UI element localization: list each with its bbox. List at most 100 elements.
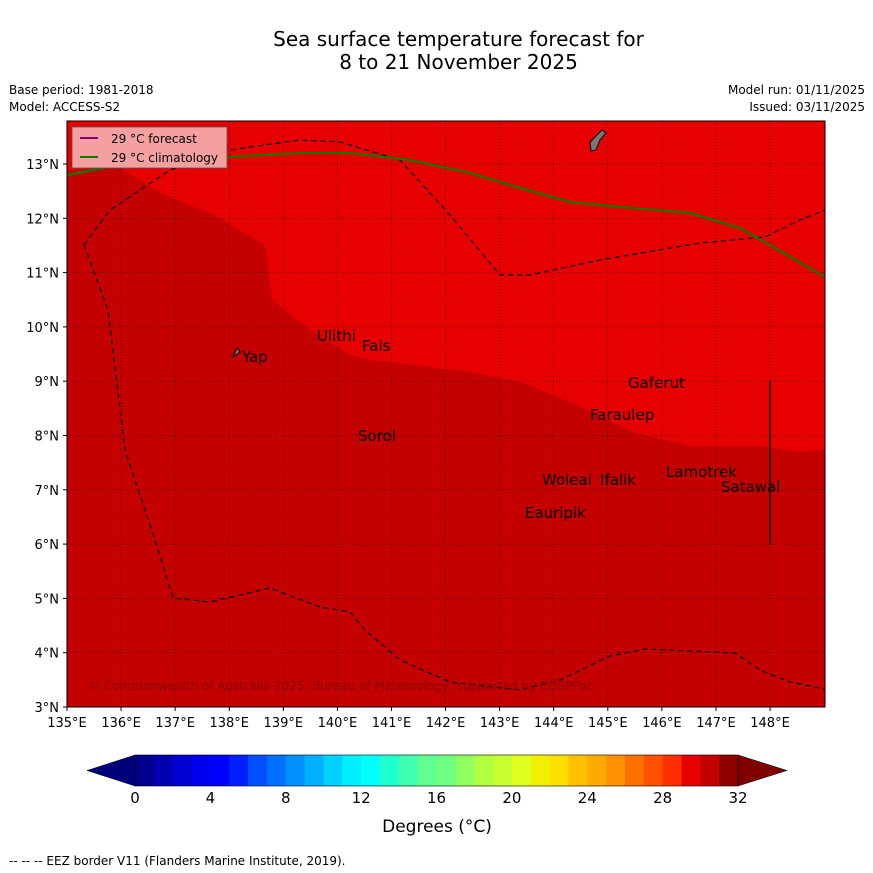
colorbar-segment [568,755,588,786]
place-label-sorol: Sorol [358,427,396,445]
colorbar-segment [266,755,287,786]
map-title: Sea surface temperature forecast for 8 t… [0,28,873,74]
colorbar-tick-label: 8 [281,789,291,807]
colorbar-tick-label: 32 [728,789,747,807]
colorbar-over-extension [737,754,788,787]
x-tick-label: 147°E [696,716,736,731]
legend-box [71,126,228,169]
map-area: © Commonwealth of Australia 2025, Bureau… [26,120,826,731]
place-label-ulithi: Ulithi [317,327,356,345]
place-label-fais: Fais [362,337,391,355]
eez-note: -- -- -- EEZ border V11 (Flanders Marine… [9,854,346,868]
y-tick-label: 9°N [35,375,60,390]
grid-lines [67,121,825,707]
colorbar-segment [700,755,720,786]
colorbar-segment [719,755,739,786]
place-label-satawal: Satawal [721,478,780,496]
colorbar-segment [248,755,268,786]
x-tick-label: 146°E [642,716,682,731]
place-label-lamotrek: Lamotrek [666,463,737,481]
colorbar-segment [606,755,626,786]
title-line-2: 8 to 21 November 2025 [339,50,578,74]
colorbar-tick-label: 4 [206,789,216,807]
y-tick-label: 7°N [35,484,60,499]
colorbar-segment [624,755,645,786]
model-name: Model: ACCESS-S2 [9,100,121,114]
guam-island-shape [589,129,607,152]
title-line-1: Sea surface temperature forecast for [273,27,644,51]
legend-climatology-label: 29 °C climatology [111,151,218,165]
yap-island-shape [231,347,241,359]
x-tick-label: 148°E [750,716,790,731]
colorbar-segment [285,755,306,786]
colorbar-segment [681,755,701,786]
colorbar-under-extension [86,754,136,787]
colorbar-segment [304,755,324,786]
x-tick-label: 139°E [264,716,304,731]
colorbar-segment [587,755,607,786]
colorbar-tick-label: 0 [130,789,140,807]
colorbar-tick-label: 28 [653,789,672,807]
y-tick-label: 8°N [35,430,60,445]
place-labels: Yap Ulithi Fais Sorol Gaferut Faraulep W… [241,327,780,522]
copyright-text: © Commonwealth of Australia 2025, Bureau… [88,679,593,693]
colorbar-segment [662,755,682,786]
place-label-gaferut: Gaferut [628,374,685,392]
legend-forecast-label: 29 °C forecast [111,132,197,146]
sst-30-31-region [67,168,825,707]
x-tick-label: 143°E [480,716,520,731]
colorbar: 0 4 8 12 16 20 24 28 32 [86,754,788,807]
x-axis-ticks: 135°E 136°E 137°E 138°E 139°E 140°E 141°E 142°E… [47,707,790,731]
colorbar-tick-label: 12 [352,789,371,807]
y-tick-label: 6°N [35,538,60,553]
x-tick-label: 142°E [426,716,466,731]
colorbar-segment [191,755,211,786]
colorbar-segment [474,755,494,786]
colorbar-segment [210,755,230,786]
colorbar-segment [530,755,551,786]
colorbar-segment [436,755,456,786]
colorbar-segment [455,755,475,786]
place-label-woleai: Woleai [542,471,592,489]
place-label-eauripik: Eauripik [525,504,586,522]
y-tick-label: 4°N [35,647,60,662]
x-tick-label: 137°E [155,716,195,731]
y-tick-label: 3°N [35,701,60,716]
colorbar-segment [361,755,381,786]
colorbar-segment [549,755,569,786]
colorbar-segment [172,755,193,786]
colorbar-segment [379,755,400,786]
colorbar-label: Degrees (°C) [382,817,492,837]
colorbar-segment [493,755,513,786]
colorbar-segment [511,755,532,786]
colorbar-segment [342,755,362,786]
issued-date: Issued: 03/11/2025 [749,100,865,114]
colorbar-segment [153,755,174,786]
y-tick-label: 12°N [26,212,59,227]
place-label-yap: Yap [241,348,268,366]
colorbar-segment [643,755,664,786]
colorbar-segment [135,755,155,786]
map-legend: 29 °C forecast 29 °C climatology [71,126,228,169]
y-tick-label: 11°N [26,267,59,282]
x-tick-label: 140°E [318,716,358,731]
base-period: Base period: 1981-2018 [9,83,154,97]
model-run: Model run: 01/11/2025 [727,83,865,97]
x-tick-label: 135°E [47,716,87,731]
colorbar-segment [229,755,249,786]
y-tick-label: 5°N [35,592,60,607]
colorbar-tick-label: 16 [427,789,446,807]
place-label-faraulep: Faraulep [590,406,654,424]
colorbar-tick-label: 24 [578,789,597,807]
x-tick-label: 136°E [101,716,141,731]
eez-border-south [83,244,826,691]
colorbar-tick-label: 20 [502,789,521,807]
x-tick-label: 141°E [372,716,412,731]
colorbar-segment [417,755,437,786]
x-tick-label: 138°E [209,716,249,731]
colorbar-segment [323,755,343,786]
y-tick-label: 10°N [26,321,59,336]
x-tick-label: 145°E [588,716,628,731]
y-axis-ticks: 13°N 12°N 11°N 10°N 9°N 8°N 7°N 6°N 5°N 4°N 3°N [26,158,67,716]
